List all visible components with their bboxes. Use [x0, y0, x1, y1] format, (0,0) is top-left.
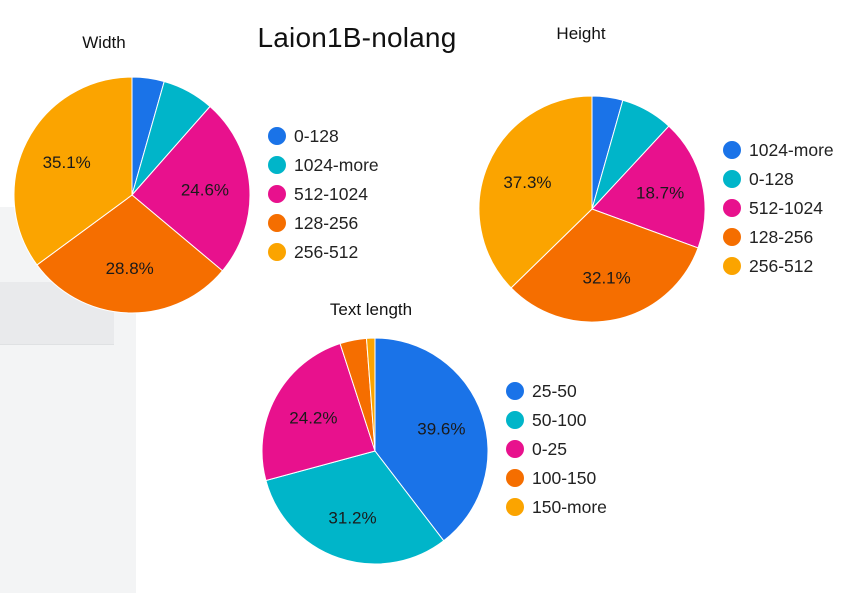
height-slice-512-1024	[591, 125, 706, 249]
height-pie: 18.7% 32.1% 37.3%	[478, 95, 706, 323]
legend-label: 1024-more	[294, 155, 379, 175]
text-length-slice-label-25-50: 39.6%	[417, 420, 465, 439]
height-slice-256-512	[478, 95, 593, 289]
legend-swatch	[268, 243, 286, 261]
height-slice-label-128-256: 32.1%	[583, 269, 631, 288]
legend-label: 150-more	[532, 497, 607, 517]
legend-label: 128-256	[294, 213, 359, 233]
legend-swatch	[268, 127, 286, 145]
width-slice-512-1024	[131, 105, 251, 272]
legend-swatch	[506, 498, 524, 516]
legend-label: 0-128	[749, 169, 794, 189]
legend-swatch	[268, 156, 286, 174]
text-length-slice-0-25	[261, 342, 376, 482]
legend-swatch	[506, 469, 524, 487]
width-slice-label-256-512: 35.1%	[43, 153, 91, 172]
legend-label: 50-100	[532, 410, 587, 430]
height-chart-title: Height	[556, 24, 606, 43]
legend-label: 256-512	[749, 256, 814, 276]
height-slice-label-512-1024: 18.7%	[636, 184, 684, 203]
width-slice-label-128-256: 28.8%	[106, 259, 154, 278]
legend-label: 25-50	[532, 381, 577, 401]
legend-label: 128-256	[749, 227, 814, 247]
legend-swatch	[723, 228, 741, 246]
legend-label: 256-512	[294, 242, 359, 262]
width-pie: 24.6% 28.8% 35.1%	[13, 76, 251, 314]
legend-swatch	[506, 440, 524, 458]
text-length-chart-title: Text length	[329, 300, 413, 319]
height-slice-128-256	[510, 208, 699, 323]
legend-swatch	[723, 199, 741, 217]
legend-swatch	[506, 411, 524, 429]
text-length-slice-50-100	[265, 450, 445, 565]
legend-swatch	[723, 257, 741, 275]
legend-swatch	[723, 170, 741, 188]
legend-label: 0-128	[294, 126, 339, 146]
height-slice-label-256-512: 37.3%	[503, 173, 551, 192]
text-length-slice-150-more	[365, 337, 376, 452]
width-slice-label-512-1024: 24.6%	[181, 180, 229, 199]
legend-label: 512-1024	[294, 184, 368, 204]
text-length-pie: 39.6% 31.2% 24.2%	[261, 337, 489, 565]
width-slice-128-256	[36, 194, 224, 314]
legend-swatch	[268, 214, 286, 232]
text-length-slice-25-50	[374, 337, 489, 542]
legend-swatch	[723, 141, 741, 159]
legend-swatch	[506, 382, 524, 400]
legend-label: 100-150	[532, 468, 597, 488]
page-title: Laion1B-nolang	[257, 22, 457, 53]
width-slice-256-512	[13, 76, 133, 266]
legend-label: 1024-more	[749, 140, 834, 160]
text-length-slice-label-0-25: 24.2%	[289, 409, 337, 428]
width-chart-title: Width	[82, 33, 126, 52]
text-length-slice-label-50-100: 31.2%	[328, 508, 376, 527]
legend-label: 0-25	[532, 439, 568, 459]
legend-swatch	[268, 185, 286, 203]
legend-label: 512-1024	[749, 198, 823, 218]
